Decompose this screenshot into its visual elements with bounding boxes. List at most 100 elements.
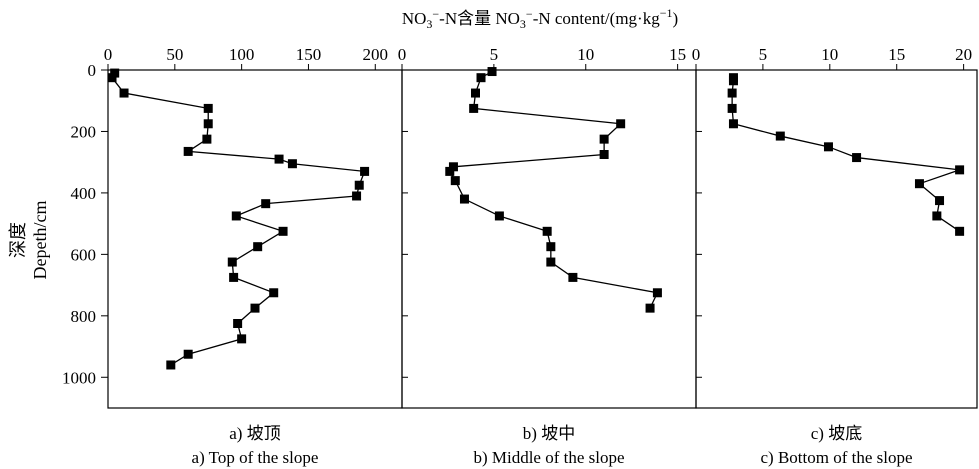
data-point bbox=[616, 119, 626, 129]
y-tick-label: 1000 bbox=[62, 368, 96, 387]
data-point bbox=[107, 73, 117, 83]
data-point bbox=[599, 134, 609, 144]
data-point bbox=[352, 191, 362, 201]
data-point bbox=[445, 166, 455, 176]
data-point bbox=[823, 142, 833, 152]
x-tick-label: 150 bbox=[296, 45, 322, 64]
data-point bbox=[278, 226, 288, 236]
data-point bbox=[955, 226, 965, 236]
y-axis-ticks: 0 200 400 600 800 1000 bbox=[62, 61, 108, 387]
data-point bbox=[203, 103, 213, 113]
data-point bbox=[274, 154, 284, 164]
y-tick-label: 200 bbox=[71, 122, 97, 141]
data-point bbox=[471, 88, 480, 98]
data-point bbox=[253, 242, 263, 252]
data-point bbox=[546, 257, 556, 267]
title-subscript-1: 3 bbox=[426, 17, 432, 31]
data-point bbox=[119, 88, 129, 98]
x-tick-label: 0 bbox=[398, 45, 407, 64]
title-end: ) bbox=[672, 9, 678, 28]
x-tick-label: 20 bbox=[955, 45, 972, 64]
data-point bbox=[775, 131, 785, 141]
x-tick-label: 200 bbox=[363, 45, 389, 64]
data-point bbox=[914, 179, 924, 189]
data-point bbox=[932, 211, 942, 221]
x-tick-label: 0 bbox=[692, 45, 701, 64]
panel-caption-en: a) Top of the slope bbox=[192, 448, 319, 467]
panel-2: 0 5 10 15 b) 坡中 b) Middle of the slope bbox=[398, 45, 697, 467]
data-point bbox=[542, 226, 552, 236]
data-point bbox=[645, 303, 655, 313]
data-point bbox=[459, 194, 469, 204]
data-point bbox=[487, 67, 497, 77]
data-point bbox=[469, 103, 479, 113]
data-point bbox=[250, 303, 260, 313]
title-part-3: -N content/(mg·kg bbox=[533, 9, 660, 28]
title-part-2: -N含量 NO bbox=[439, 9, 520, 28]
x-tick-label: 15 bbox=[669, 45, 686, 64]
data-point bbox=[728, 119, 738, 129]
title-superscript-3: −1 bbox=[660, 6, 673, 20]
chart-title: NO3−-N含量 NO3−-N content/(mg·kg−1) bbox=[402, 6, 678, 31]
data-point bbox=[450, 176, 460, 186]
panel-caption-en: c) Bottom of the slope bbox=[760, 448, 912, 467]
title-part-1: NO bbox=[402, 9, 427, 28]
data-point bbox=[354, 180, 364, 190]
data-point bbox=[728, 76, 738, 86]
data-point bbox=[261, 199, 271, 209]
data-point bbox=[237, 334, 247, 344]
x-tick-label: 100 bbox=[229, 45, 255, 64]
data-point bbox=[203, 119, 213, 129]
data-point bbox=[202, 134, 212, 144]
x-tick-label: 50 bbox=[166, 45, 183, 64]
data-point bbox=[568, 272, 578, 282]
x-tick-label: 10 bbox=[821, 45, 838, 64]
panel-caption-cn: b) 坡中 bbox=[523, 424, 575, 443]
panel-3: 0 5 10 15 20 c) 坡底 c) Bottom of the slope bbox=[692, 45, 978, 467]
data-point bbox=[269, 288, 279, 298]
data-point bbox=[727, 103, 737, 113]
panel-caption-cn: c) 坡底 bbox=[811, 424, 862, 443]
data-point bbox=[166, 360, 176, 370]
y-tick-label: 0 bbox=[88, 61, 97, 80]
data-point bbox=[229, 272, 239, 282]
x-tick-label: 10 bbox=[577, 45, 594, 64]
y-tick-label: 600 bbox=[71, 245, 97, 264]
y-axis-label-en: Depeth/cm bbox=[30, 201, 50, 280]
panel-frame bbox=[107, 69, 403, 409]
title-superscript-1: − bbox=[432, 7, 439, 21]
panels: 0 50 100 150 200 a) 坡顶 a) Top of the slope 0 5 10… bbox=[104, 45, 978, 467]
data-point bbox=[110, 68, 120, 78]
panel-caption-en: b) Middle of the slope bbox=[473, 448, 624, 467]
data-point bbox=[494, 211, 504, 221]
data-point bbox=[448, 162, 458, 172]
x-tick-label: 5 bbox=[759, 45, 768, 64]
title-subscript-2: 3 bbox=[520, 17, 526, 31]
data-point bbox=[546, 242, 556, 252]
data-point bbox=[727, 88, 737, 98]
data-point bbox=[852, 153, 862, 163]
y-axis-label-cn: 深度 bbox=[8, 222, 28, 258]
data-point bbox=[183, 146, 193, 156]
panel-frame bbox=[695, 69, 978, 409]
y-tick-label: 400 bbox=[71, 184, 97, 203]
data-point bbox=[652, 288, 662, 298]
panel-1: 0 50 100 150 200 a) 坡顶 a) Top of the slope bbox=[104, 45, 403, 467]
series-line bbox=[448, 70, 659, 309]
title-superscript-2: − bbox=[526, 7, 533, 21]
x-tick-label: 15 bbox=[888, 45, 905, 64]
data-point bbox=[599, 150, 609, 159]
data-point bbox=[360, 166, 370, 176]
data-point bbox=[955, 165, 965, 175]
data-point bbox=[233, 319, 243, 328]
data-point bbox=[183, 349, 193, 359]
y-tick-label: 800 bbox=[71, 307, 97, 326]
x-tick-label: 5 bbox=[490, 45, 499, 64]
data-point bbox=[287, 159, 297, 169]
data-point bbox=[476, 73, 486, 83]
data-point bbox=[227, 257, 237, 267]
data-point bbox=[231, 211, 241, 221]
data-point bbox=[935, 196, 945, 206]
panel-caption-cn: a) 坡顶 bbox=[229, 424, 280, 443]
